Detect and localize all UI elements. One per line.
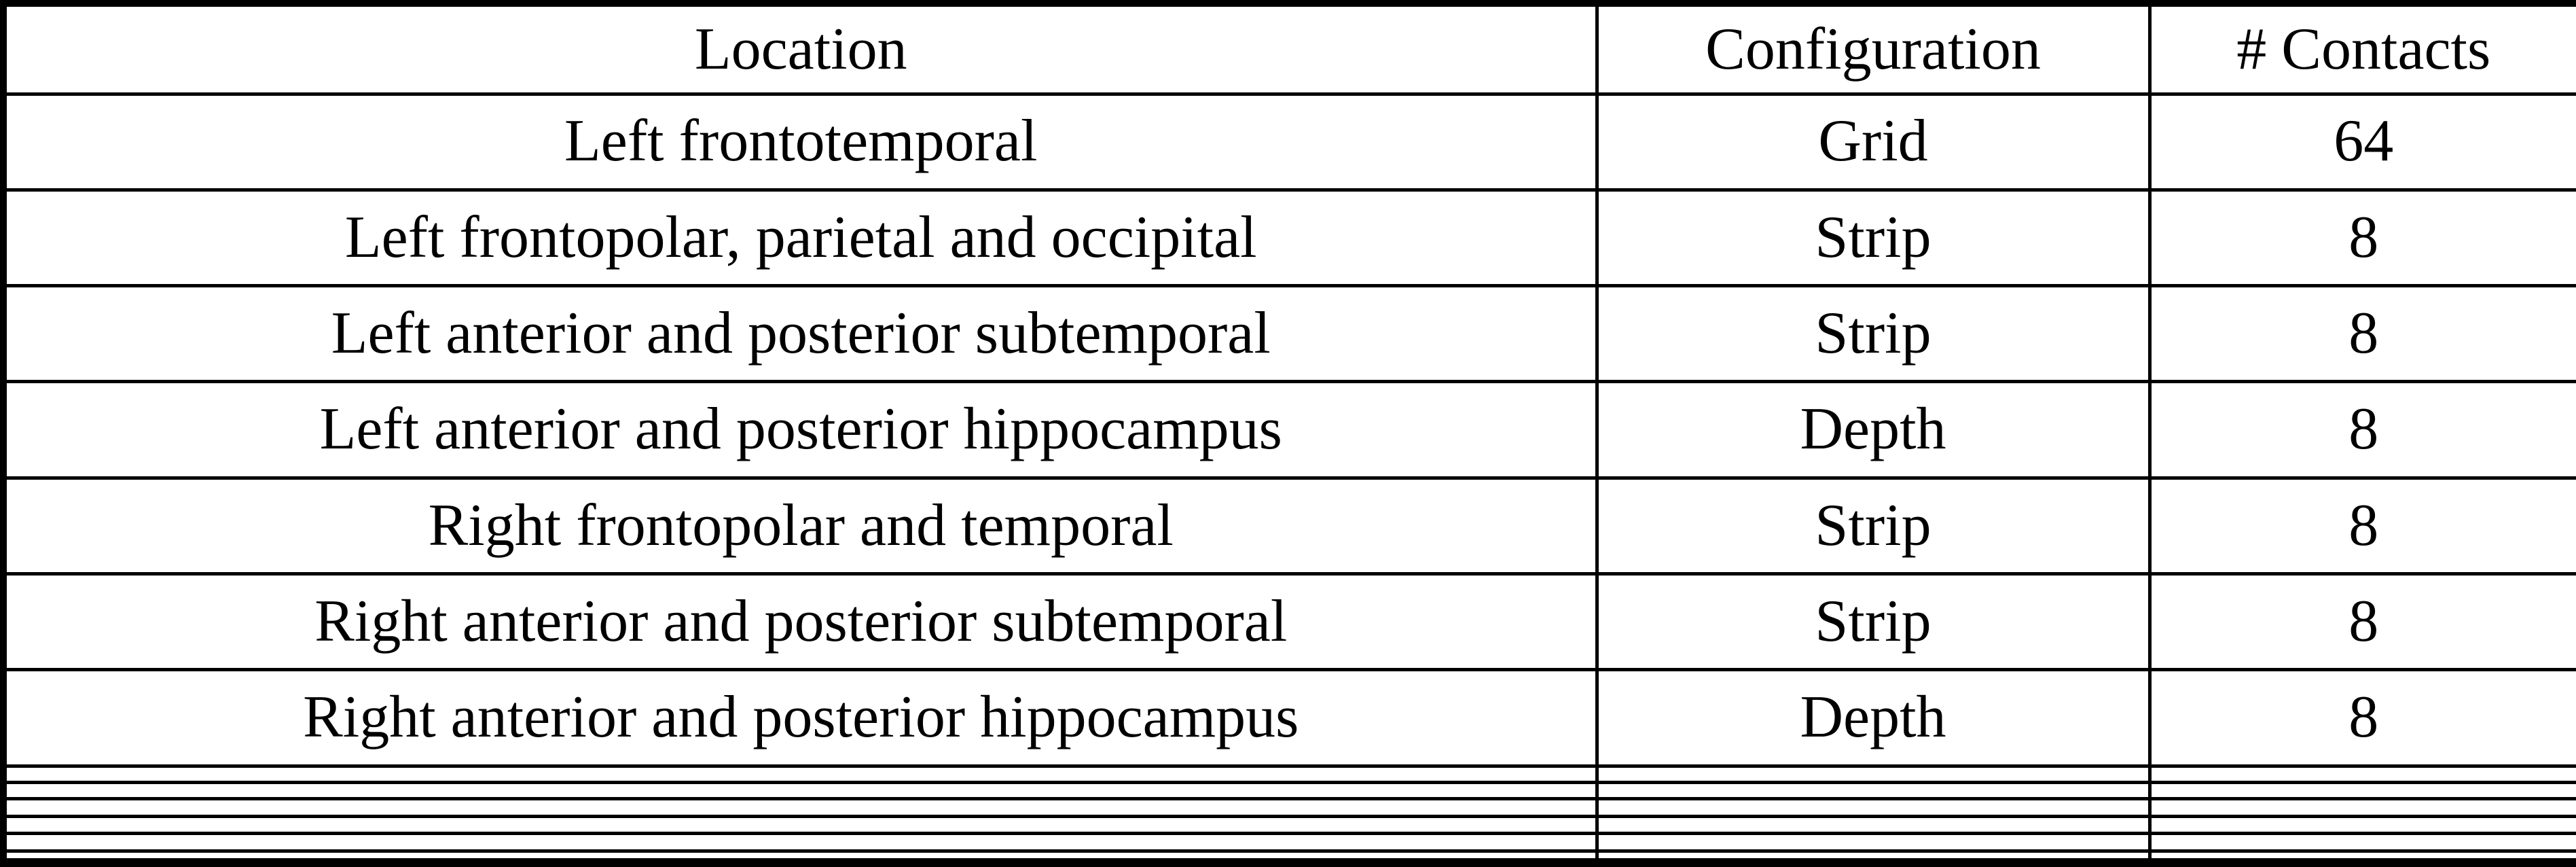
- empty-cell: [2147, 815, 2576, 836]
- table-row: Right anterior and posterior hippocampus…: [1, 668, 2576, 768]
- cell-location: Left frontopolar, parietal and occipital: [1, 188, 1599, 288]
- empty-row: [1, 796, 2576, 819]
- cell-contacts: 8: [2147, 188, 2576, 288]
- header-cell-location: Location: [1, 1, 1599, 96]
- cell-contacts: 8: [2147, 380, 2576, 480]
- empty-cell: [2147, 796, 2576, 819]
- cell-contacts: 8: [2147, 476, 2576, 576]
- cell-contacts: 8: [2147, 571, 2576, 672]
- cell-location: Right frontopolar and temporal: [1, 476, 1599, 576]
- cell-configuration: Depth: [1595, 668, 2152, 768]
- empty-cell: [1595, 796, 2152, 819]
- empty-cell: [1595, 764, 2152, 784]
- cell-configuration: Strip: [1595, 571, 2152, 672]
- empty-cell: [1, 764, 1599, 784]
- empty-cell: [2147, 849, 2576, 865]
- table-row: Left frontotemporal Grid 64: [1, 92, 2576, 192]
- cell-configuration: Grid: [1595, 92, 2152, 192]
- header-cell-configuration: Configuration: [1595, 1, 2152, 96]
- table-row: Left frontopolar, parietal and occipital…: [1, 188, 2576, 288]
- cell-location: Right anterior and posterior subtemporal: [1, 571, 1599, 672]
- empty-cell: [2147, 832, 2576, 853]
- cell-location: Left frontotemporal: [1, 92, 1599, 192]
- empty-row: [1, 780, 2576, 801]
- table-row: Right anterior and posterior subtemporal…: [1, 571, 2576, 672]
- empty-cell: [1595, 849, 2152, 865]
- cell-contacts: 8: [2147, 284, 2576, 384]
- table-row: Left anterior and posterior hippocampus …: [1, 380, 2576, 480]
- empty-row: [1, 849, 2576, 865]
- table-row: Left anterior and posterior subtemporal …: [1, 284, 2576, 384]
- empty-row: [1, 764, 2576, 784]
- empty-cell: [1, 780, 1599, 801]
- empty-cell: [1595, 832, 2152, 853]
- empty-cell: [2147, 780, 2576, 801]
- cell-configuration: Depth: [1595, 380, 2152, 480]
- cell-configuration: Strip: [1595, 476, 2152, 576]
- empty-cell: [1595, 815, 2152, 836]
- cell-location: Left anterior and posterior hippocampus: [1, 380, 1599, 480]
- empty-cell: [1, 849, 1599, 865]
- empty-cell: [1, 796, 1599, 819]
- cell-location: Left anterior and posterior subtemporal: [1, 284, 1599, 384]
- header-cell-contacts: # Contacts: [2147, 1, 2576, 96]
- empty-cell: [2147, 764, 2576, 784]
- cell-contacts: 64: [2147, 92, 2576, 192]
- empty-cell: [1595, 780, 2152, 801]
- empty-cell: [1, 815, 1599, 836]
- header-row: Location Configuration # Contacts: [1, 1, 2576, 96]
- empty-row: [1, 832, 2576, 853]
- cell-configuration: Strip: [1595, 188, 2152, 288]
- empty-cell: [1, 832, 1599, 853]
- cell-contacts: 8: [2147, 668, 2576, 768]
- table-row: Right frontopolar and temporal Strip 8: [1, 476, 2576, 576]
- cell-configuration: Strip: [1595, 284, 2152, 384]
- cell-location: Right anterior and posterior hippocampus: [1, 668, 1599, 768]
- empty-row: [1, 815, 2576, 836]
